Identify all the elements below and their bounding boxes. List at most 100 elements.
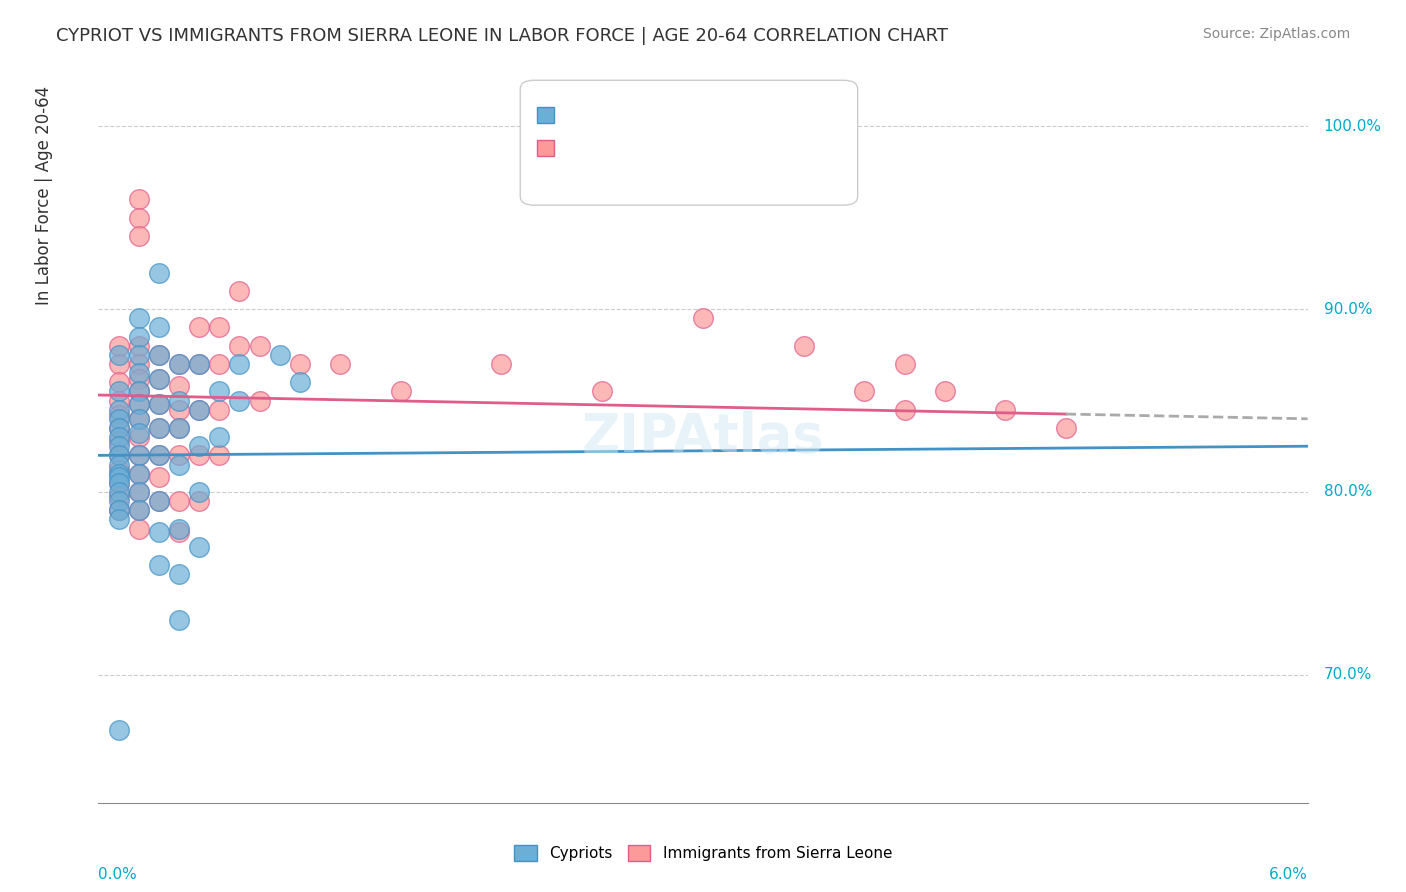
Point <box>128 397 150 411</box>
Point <box>167 521 190 535</box>
Point <box>128 484 150 499</box>
Text: 70.0%: 70.0% <box>1323 667 1372 682</box>
Point <box>128 384 150 399</box>
Text: -0.110: -0.110 <box>600 140 655 154</box>
Point <box>288 375 311 389</box>
Point <box>148 397 170 411</box>
Point <box>148 448 170 462</box>
Text: 0.015: 0.015 <box>600 107 648 121</box>
Point <box>148 470 170 484</box>
Text: 56: 56 <box>692 107 713 121</box>
Point <box>167 393 190 408</box>
Point <box>288 357 311 371</box>
Point <box>107 484 129 499</box>
Point <box>107 463 129 477</box>
Point <box>107 723 129 737</box>
Point <box>188 357 211 371</box>
Point <box>107 421 129 435</box>
Point <box>128 371 150 385</box>
Point <box>128 211 150 225</box>
Point <box>167 613 190 627</box>
Point <box>167 494 190 508</box>
Point <box>208 430 231 444</box>
Point <box>853 384 876 399</box>
Text: ZIPAtlas: ZIPAtlas <box>582 411 824 463</box>
Point <box>208 357 231 371</box>
Point <box>188 402 211 417</box>
Point <box>208 448 231 462</box>
Point <box>228 338 250 352</box>
Text: R =: R = <box>560 140 588 154</box>
Point <box>167 448 190 462</box>
Point <box>107 408 129 422</box>
Point <box>107 357 129 371</box>
Point <box>188 357 211 371</box>
Point <box>107 434 129 448</box>
Point <box>128 503 150 517</box>
Point <box>107 430 129 444</box>
Point <box>128 467 150 481</box>
Text: R =: R = <box>560 107 588 121</box>
Point <box>148 348 170 362</box>
Point <box>148 421 170 435</box>
Point <box>107 503 129 517</box>
Point <box>188 484 211 499</box>
Point <box>188 439 211 453</box>
Point <box>107 338 129 352</box>
Point <box>167 421 190 435</box>
Point <box>208 402 231 417</box>
Point <box>128 357 150 371</box>
Text: N =: N = <box>654 107 683 121</box>
Point <box>249 393 271 408</box>
Point <box>692 311 714 326</box>
Point <box>188 402 211 417</box>
Point <box>107 512 129 526</box>
Point <box>128 228 150 243</box>
Point <box>188 494 211 508</box>
Point <box>107 448 129 462</box>
Point <box>167 357 190 371</box>
Point <box>1054 421 1077 435</box>
Point <box>148 265 170 279</box>
Point <box>107 448 129 462</box>
Point <box>107 489 129 503</box>
Point <box>128 311 150 326</box>
Text: 0.0%: 0.0% <box>98 867 138 882</box>
Legend: Cypriots, Immigrants from Sierra Leone: Cypriots, Immigrants from Sierra Leone <box>513 845 893 861</box>
Point <box>148 494 170 508</box>
Point <box>107 384 129 399</box>
Point <box>107 402 129 417</box>
Point <box>167 421 190 435</box>
Point <box>128 448 150 462</box>
Point <box>491 357 513 371</box>
Text: In Labor Force | Age 20-64: In Labor Force | Age 20-64 <box>35 87 53 305</box>
Point <box>128 430 150 444</box>
Text: Source: ZipAtlas.com: Source: ZipAtlas.com <box>1202 27 1350 41</box>
Point <box>228 393 250 408</box>
Point <box>167 567 190 582</box>
Point <box>148 525 170 540</box>
Text: 6.0%: 6.0% <box>1268 867 1308 882</box>
Point <box>893 357 915 371</box>
Point <box>228 357 250 371</box>
Point <box>128 411 150 425</box>
Point <box>128 192 150 206</box>
Point <box>188 540 211 554</box>
Point <box>128 467 150 481</box>
Point <box>167 357 190 371</box>
Text: CYPRIOT VS IMMIGRANTS FROM SIERRA LEONE IN LABOR FORCE | AGE 20-64 CORRELATION C: CYPRIOT VS IMMIGRANTS FROM SIERRA LEONE … <box>56 27 948 45</box>
Point <box>994 402 1017 417</box>
Text: 90.0%: 90.0% <box>1323 301 1372 317</box>
Point <box>148 558 170 573</box>
Point <box>329 357 352 371</box>
Point <box>128 448 150 462</box>
Text: 80.0%: 80.0% <box>1323 484 1372 500</box>
Point <box>167 458 190 472</box>
Point <box>107 475 129 490</box>
Point <box>128 366 150 380</box>
Point <box>591 384 613 399</box>
Point <box>107 467 129 481</box>
Point <box>269 348 291 362</box>
Text: N =: N = <box>654 140 683 154</box>
Point <box>148 448 170 462</box>
